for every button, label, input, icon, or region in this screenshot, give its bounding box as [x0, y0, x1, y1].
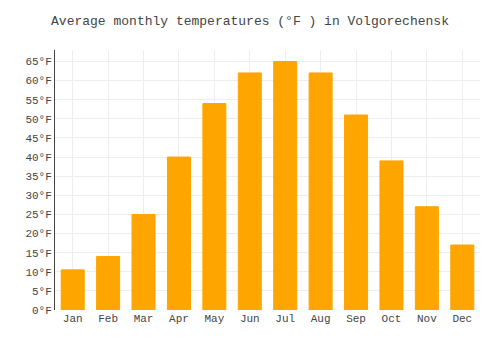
svg-text:Aug: Aug	[311, 313, 331, 325]
svg-text:Mar: Mar	[134, 313, 154, 325]
svg-text:Dec: Dec	[452, 313, 472, 325]
svg-text:10°F: 10°F	[25, 267, 51, 279]
svg-text:May: May	[204, 313, 224, 325]
svg-text:Sep: Sep	[346, 313, 366, 325]
svg-text:Jul: Jul	[275, 313, 295, 325]
svg-text:35°F: 35°F	[25, 171, 51, 183]
svg-text:30°F: 30°F	[25, 190, 51, 202]
svg-text:Nov: Nov	[417, 313, 437, 325]
svg-text:65°F: 65°F	[25, 56, 51, 68]
svg-text:40°F: 40°F	[25, 152, 51, 164]
svg-text:20°F: 20°F	[25, 228, 51, 240]
svg-text:60°F: 60°F	[25, 75, 51, 87]
svg-text:25°F: 25°F	[25, 209, 51, 221]
svg-text:Apr: Apr	[169, 313, 189, 325]
svg-text:5°F: 5°F	[32, 286, 52, 298]
svg-text:45°F: 45°F	[25, 133, 51, 145]
svg-text:Feb: Feb	[98, 313, 118, 325]
svg-text:Jun: Jun	[240, 313, 260, 325]
svg-text:55°F: 55°F	[25, 95, 51, 107]
svg-text:0°F: 0°F	[32, 305, 52, 317]
svg-text:15°F: 15°F	[25, 248, 51, 260]
svg-text:Jan: Jan	[63, 313, 83, 325]
svg-text:Average monthly temperatures (: Average monthly temperatures (°F ) in Vo…	[51, 14, 449, 29]
svg-text:50°F: 50°F	[25, 114, 51, 126]
svg-text:Oct: Oct	[382, 313, 402, 325]
